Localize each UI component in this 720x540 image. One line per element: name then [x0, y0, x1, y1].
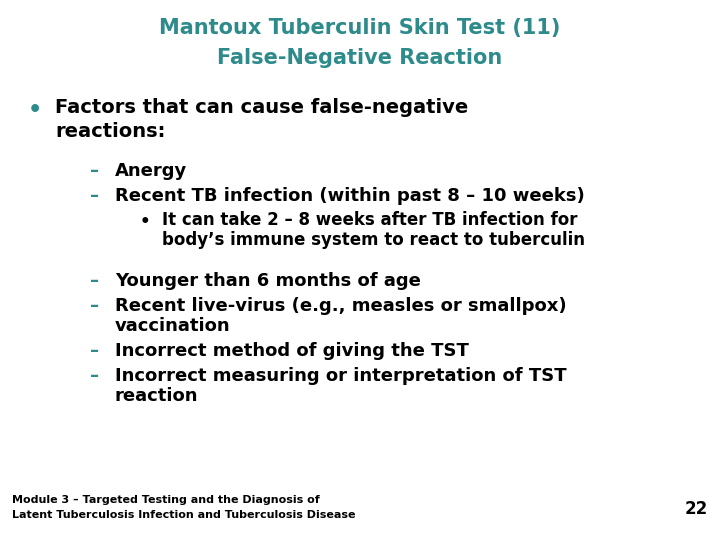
Text: Incorrect measuring or interpretation of TST: Incorrect measuring or interpretation of… [115, 367, 567, 385]
Text: Mantoux Tuberculin Skin Test (11): Mantoux Tuberculin Skin Test (11) [159, 18, 561, 38]
Text: –: – [90, 272, 99, 290]
Text: It can take 2 – 8 weeks after TB infection for: It can take 2 – 8 weeks after TB infecti… [162, 211, 577, 229]
Text: Incorrect method of giving the TST: Incorrect method of giving the TST [115, 342, 469, 360]
Text: reactions:: reactions: [55, 122, 166, 141]
Text: •: • [28, 100, 42, 120]
Text: Younger than 6 months of age: Younger than 6 months of age [115, 272, 421, 290]
Text: reaction: reaction [115, 387, 199, 405]
Text: False-Negative Reaction: False-Negative Reaction [217, 48, 503, 68]
Text: Module 3 – Targeted Testing and the Diagnosis of: Module 3 – Targeted Testing and the Diag… [12, 495, 320, 505]
Text: vaccination: vaccination [115, 317, 230, 335]
Text: •: • [140, 213, 150, 231]
Text: –: – [90, 342, 99, 360]
Text: 22: 22 [685, 500, 708, 518]
Text: –: – [90, 367, 99, 385]
Text: –: – [90, 187, 99, 205]
Text: Anergy: Anergy [115, 162, 187, 180]
Text: Recent TB infection (within past 8 – 10 weeks): Recent TB infection (within past 8 – 10 … [115, 187, 585, 205]
Text: body’s immune system to react to tuberculin: body’s immune system to react to tubercu… [162, 231, 585, 249]
Text: Factors that can cause false-negative: Factors that can cause false-negative [55, 98, 468, 117]
Text: Recent live-virus (e.g., measles or smallpox): Recent live-virus (e.g., measles or smal… [115, 297, 567, 315]
Text: –: – [90, 162, 99, 180]
Text: Latent Tuberculosis Infection and Tuberculosis Disease: Latent Tuberculosis Infection and Tuberc… [12, 510, 356, 520]
Text: –: – [90, 297, 99, 315]
